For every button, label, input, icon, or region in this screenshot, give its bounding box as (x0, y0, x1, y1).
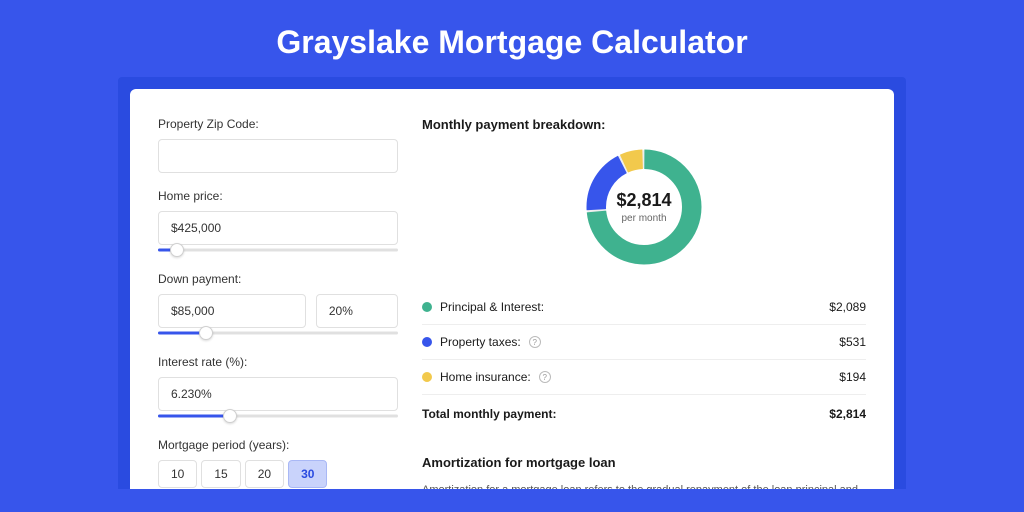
period-options: 10152030 (158, 460, 398, 488)
interest-label: Interest rate (%): (158, 355, 398, 369)
period-btn-20[interactable]: 20 (245, 460, 284, 488)
down-payment-slider[interactable] (158, 327, 398, 339)
legend-label: Principal & Interest: (440, 300, 544, 314)
info-icon[interactable]: ? (539, 371, 551, 383)
slider-thumb[interactable] (223, 409, 237, 423)
amortization-text: Amortization for a mortgage loan refers … (422, 482, 866, 489)
period-btn-10[interactable]: 10 (158, 460, 197, 488)
down-payment-percent-input[interactable] (316, 294, 398, 328)
legend-label: Property taxes: (440, 335, 521, 349)
total-row: Total monthly payment: $2,814 (422, 395, 866, 433)
period-btn-15[interactable]: 15 (201, 460, 240, 488)
home-price-field: Home price: (158, 189, 398, 256)
breakdown-title: Monthly payment breakdown: (422, 117, 866, 132)
card-container: Property Zip Code: Home price: Down paym… (118, 77, 906, 489)
info-icon[interactable]: ? (529, 336, 541, 348)
down-payment-amount-input[interactable] (158, 294, 306, 328)
amortization-title: Amortization for mortgage loan (422, 455, 866, 470)
period-btn-30[interactable]: 30 (288, 460, 327, 488)
total-value: $2,814 (829, 407, 866, 421)
legend-dot (422, 302, 432, 312)
interest-slider[interactable] (158, 410, 398, 422)
slider-thumb[interactable] (170, 243, 184, 257)
donut-sublabel: per month (621, 213, 666, 224)
donut-chart: $2,814 per month (422, 144, 866, 270)
legend-dot (422, 372, 432, 382)
interest-field: Interest rate (%): (158, 355, 398, 422)
down-payment-field: Down payment: (158, 272, 398, 339)
legend-value: $2,089 (829, 300, 866, 314)
page-title: Grayslake Mortgage Calculator (0, 0, 1024, 77)
calculator-card: Property Zip Code: Home price: Down paym… (130, 89, 894, 489)
donut-amount: $2,814 (616, 190, 671, 211)
home-price-label: Home price: (158, 189, 398, 203)
interest-input[interactable] (158, 377, 398, 411)
period-field: Mortgage period (years): 10152030 (158, 438, 398, 488)
zip-input[interactable] (158, 139, 398, 173)
zip-field: Property Zip Code: (158, 117, 398, 173)
home-price-slider[interactable] (158, 244, 398, 256)
down-payment-label: Down payment: (158, 272, 398, 286)
period-label: Mortgage period (years): (158, 438, 398, 452)
slider-thumb[interactable] (199, 326, 213, 340)
legend-item: Principal & Interest: $2,089 (422, 290, 866, 325)
total-label: Total monthly payment: (422, 407, 556, 421)
legend-label: Home insurance: (440, 370, 531, 384)
results-panel: Monthly payment breakdown: $2,814 per mo… (422, 117, 866, 489)
legend-value: $194 (839, 370, 866, 384)
legend-dot (422, 337, 432, 347)
legend-item: Property taxes:? $531 (422, 325, 866, 360)
inputs-panel: Property Zip Code: Home price: Down paym… (158, 117, 398, 489)
legend-value: $531 (839, 335, 866, 349)
home-price-input[interactable] (158, 211, 398, 245)
zip-label: Property Zip Code: (158, 117, 398, 131)
legend-item: Home insurance:? $194 (422, 360, 866, 395)
breakdown-legend: Principal & Interest: $2,089 Property taxe… (422, 290, 866, 395)
